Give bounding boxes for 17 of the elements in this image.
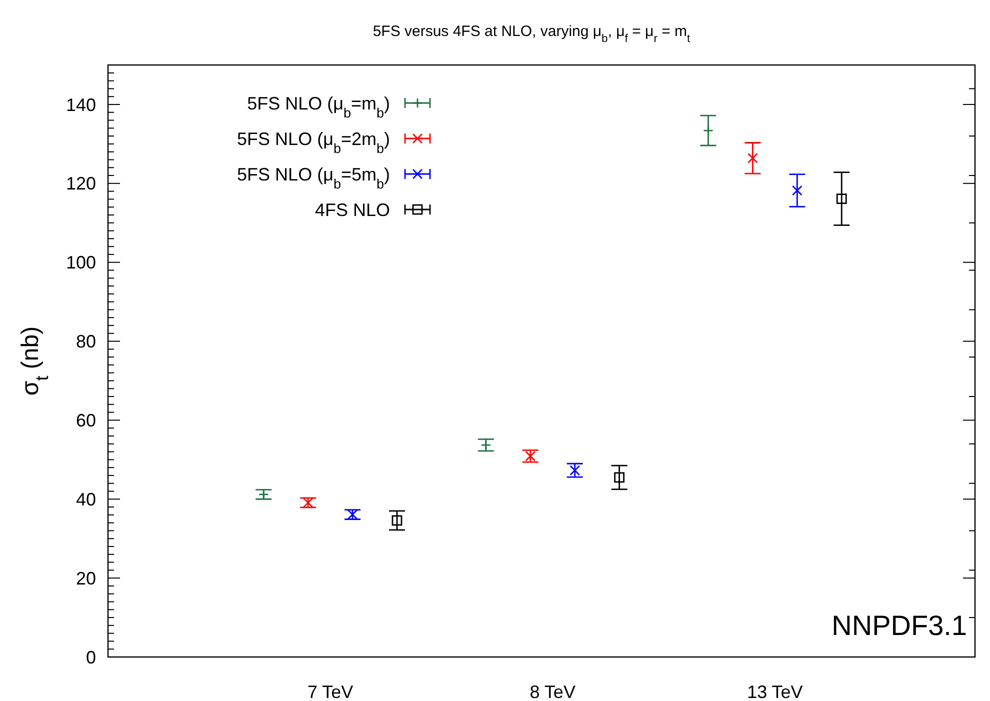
y-tick-label: 20 [76, 568, 96, 588]
y-tick-label: 60 [76, 410, 96, 430]
legend-label: 5FS NLO (μ$_{b}$=m$_{b}$) [247, 93, 390, 120]
legend-label: 5FS NLO (μ$_{b}$=2m$_{b}$) [237, 128, 390, 156]
y-tick-label: 0 [86, 647, 96, 668]
legend-label: 4FS NLO [314, 200, 390, 220]
y-tick-label: 80 [76, 332, 96, 352]
annotation: NNPDF3.1 [832, 610, 967, 641]
y-tick-label: 140 [66, 94, 96, 115]
y-tick-label: 120 [66, 174, 96, 194]
x-tick-label: 8 TeV [530, 682, 576, 701]
y-tick-label: 40 [76, 489, 96, 510]
chart-title: 5FS versus 4FS at NLO, varying μ$_{b}$, μ$_{f}$ = μ$_{r}$ = m$_{t}$ [372, 23, 692, 45]
x-tick-label: 7 TeV [307, 682, 354, 701]
x-tick-label: 13 TeV [747, 682, 803, 701]
legend-label: 5FS NLO (μ$_{b}$=5m$_{b}$) [237, 164, 390, 191]
y-tick-label: 100 [66, 252, 96, 273]
